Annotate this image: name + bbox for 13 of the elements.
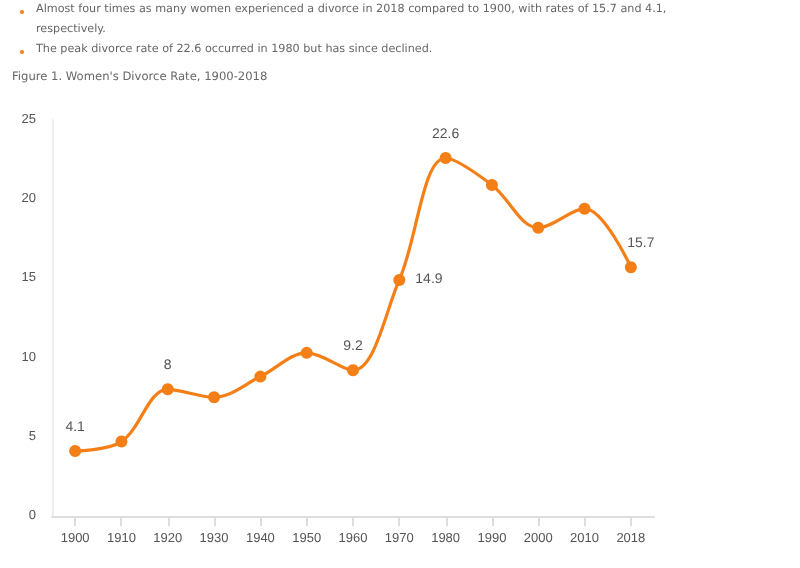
point [532,221,545,234]
point [161,383,174,396]
point [347,364,359,377]
point [624,261,637,274]
point [485,178,498,191]
point [578,202,591,215]
point [439,152,452,165]
point [393,273,406,286]
point [115,435,128,448]
point [300,346,313,359]
point [254,370,267,383]
point [69,445,82,458]
point [208,391,221,404]
